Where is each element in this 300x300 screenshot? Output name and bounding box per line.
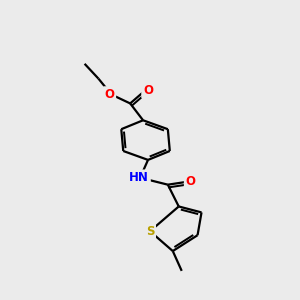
Text: O: O xyxy=(104,88,114,101)
Text: HN: HN xyxy=(129,171,149,184)
Text: O: O xyxy=(186,175,196,188)
Text: O: O xyxy=(143,84,153,97)
Text: S: S xyxy=(146,225,154,238)
